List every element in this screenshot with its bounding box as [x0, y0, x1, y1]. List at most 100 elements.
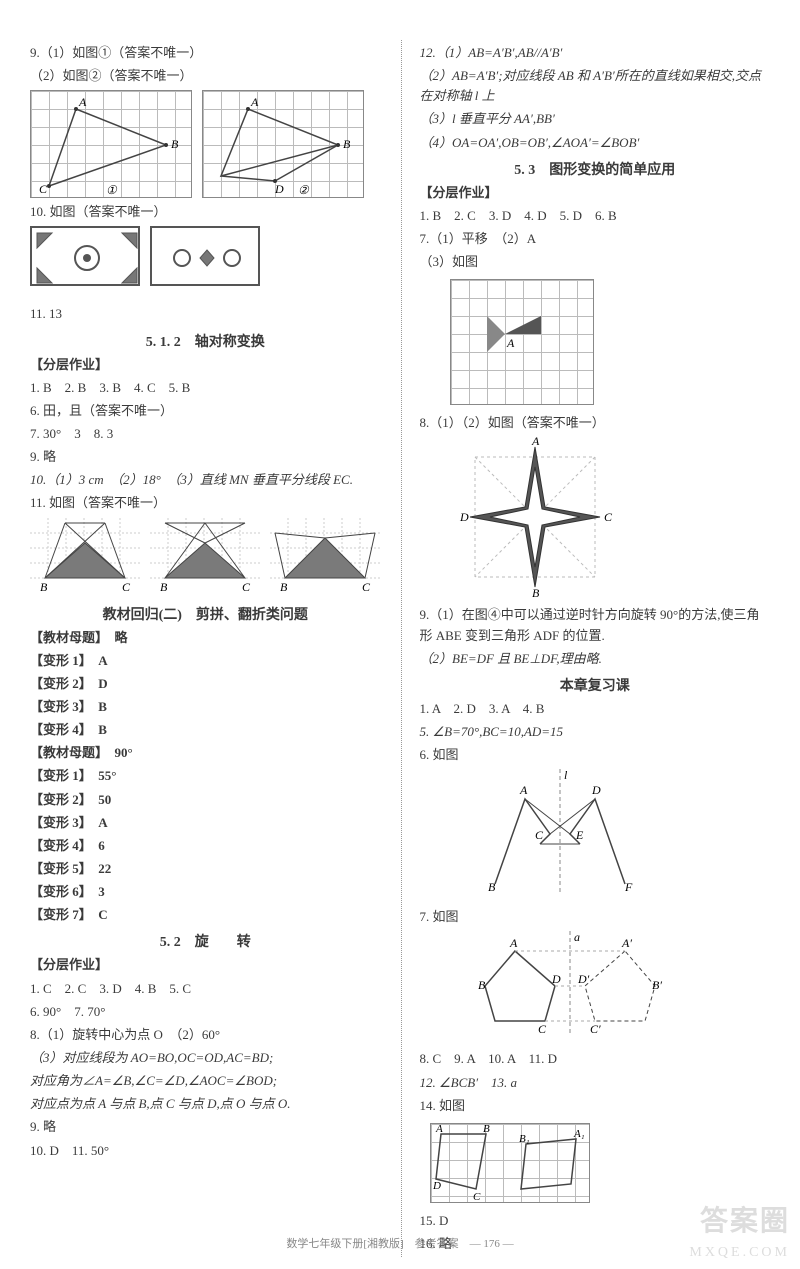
lbl-B: B: [171, 137, 179, 151]
triangle-2-svg: A B D ②: [203, 91, 365, 199]
svg-text:B: B: [160, 580, 168, 594]
q12-4: （4）OA=OA′,OB=OB′,∠AOA′=∠BOB′: [420, 133, 771, 153]
v8: 15. D: [420, 1211, 771, 1231]
v7: 14. 如图: [420, 1096, 771, 1116]
fencheng-2: 【分层作业】: [30, 955, 381, 975]
fig-s3: A: [420, 275, 771, 410]
bx4: 【变形 4】 B: [30, 720, 381, 740]
svg-text:B: B: [483, 1124, 490, 1135]
bx1: 【变形 1】 A: [30, 651, 381, 671]
fig-q9: A B C ① A B D ②: [30, 90, 381, 198]
fig-v4: a AA′ DD′ BB′ CC′: [470, 931, 771, 1045]
grid-fig-2: A B D ②: [202, 90, 364, 198]
right-column: 12.（1）AB=A′B′,AB//A′B′ （2）AB=A′B′;对应线段 A…: [401, 40, 771, 1257]
fig-star: A B D C: [450, 437, 771, 601]
r1: 1. C 2. C 3. D 4. B 5. C: [30, 979, 381, 999]
fig-triangles: BC BC BC: [30, 518, 381, 598]
svg-text:B′: B′: [652, 978, 662, 992]
v1: 1. A 2. D 3. A 4. B: [420, 699, 771, 719]
l2: 6. 田，且（答案不唯一）: [30, 401, 381, 421]
triangle-1-svg: A B C ①: [31, 91, 193, 199]
r7: 9. 略: [30, 1117, 381, 1137]
r8: 10. D 11. 50°: [30, 1141, 381, 1161]
svg-text:C: C: [362, 580, 371, 594]
tri-2: BC: [150, 518, 260, 598]
s5-2: （2）BE=DF 且 BE⊥DF,理由略.: [420, 649, 771, 669]
lbl-c1: ①: [106, 183, 118, 197]
s1: 1. B 2. C 3. D 4. D 5. D 6. B: [420, 206, 771, 226]
svg-text:a: a: [574, 931, 580, 944]
bx8: 【变形 4】 6: [30, 836, 381, 856]
page-footer: 数学七年级下册[湘教版] 参考答案 — 176 —: [0, 1235, 800, 1251]
svg-text:C: C: [604, 510, 613, 524]
bx2: 【变形 2】 D: [30, 674, 381, 694]
svg-text:D: D: [459, 510, 469, 524]
svg-text:C: C: [473, 1191, 481, 1203]
bx11: 【变形 7】 C: [30, 905, 381, 925]
svg-text:D: D: [432, 1180, 441, 1192]
r5: 对应角为∠A=∠B,∠C=∠D,∠AOC=∠BOD;: [30, 1071, 381, 1091]
svg-text:D: D: [591, 783, 601, 797]
svg-text:C: C: [242, 580, 251, 594]
bx3: 【变形 3】 B: [30, 697, 381, 717]
fig-v3: l AD CE BF: [470, 769, 771, 903]
svg-text:A: A: [531, 437, 540, 448]
svg-text:B: B: [40, 580, 48, 594]
sec-53: 5. 3 图形变换的简单应用: [420, 159, 771, 179]
rect-2: ②: [150, 226, 260, 286]
v3: 6. 如图: [420, 745, 771, 765]
v2: 5. ∠B=70°,BC=10,AD=15: [420, 722, 771, 742]
r2: 6. 90° 7. 70°: [30, 1002, 381, 1022]
lbl-C: C: [39, 182, 48, 196]
svg-text:②: ②: [298, 183, 310, 197]
s3: （3）如图: [420, 252, 771, 272]
bx9: 【变形 5】 22: [30, 859, 381, 879]
s5-1: 9.（1）在图④中可以通过逆时针方向旋转 90°的方法,使三角形 ABE 变到三…: [420, 605, 771, 645]
q9-1: 9.（1）如图①（答案不唯一）: [30, 43, 381, 63]
svg-text:B: B: [488, 880, 496, 894]
r4: （3）对应线段为 AO=BO,OC=OD,AC=BD;: [30, 1048, 381, 1068]
l5: 10.（1）3 cm （2）18° （3）直线 MN 垂直平分线段 EC.: [30, 470, 381, 490]
jm1: 【教材母题】 略: [30, 628, 381, 648]
svg-text:D: D: [274, 182, 284, 196]
v4: 7. 如图: [420, 907, 771, 927]
svg-text:D: D: [551, 972, 561, 986]
l4: 9. 略: [30, 447, 381, 467]
svg-text:B: B: [478, 978, 486, 992]
tri-3: BC: [270, 518, 380, 598]
sec-512: 5. 1. 2 轴对称变换: [30, 331, 381, 351]
bx5: 【变形 1】 55°: [30, 766, 381, 786]
svg-text:D′: D′: [577, 972, 590, 986]
svg-text:B: B: [343, 137, 351, 151]
bx10: 【变形 6】 3: [30, 882, 381, 902]
r3: 8.（1）旋转中心为点 O （2）60°: [30, 1025, 381, 1045]
q12-2: （2）AB=A′B′;对应线段 AB 和 A′B′所在的直线如果相交,交点在对称…: [420, 66, 771, 106]
svg-text:A: A: [435, 1124, 443, 1135]
svg-text:A: A: [250, 95, 259, 109]
svg-text:C: C: [122, 580, 131, 594]
svg-text:F: F: [624, 880, 633, 894]
svg-text:A₁: A₁: [573, 1128, 585, 1140]
q11: 11. 13: [30, 304, 381, 324]
svg-text:B₁: B₁: [519, 1133, 530, 1145]
huigui-title: 教材回归(二) 剪拼、翻折类问题: [30, 604, 381, 624]
svg-text:C′: C′: [590, 1022, 601, 1036]
svg-text:B: B: [532, 586, 540, 597]
q9-2: （2）如图②（答案不唯一）: [30, 66, 381, 86]
svg-text:B: B: [280, 580, 288, 594]
fig-v7: A B B₁ A₁ D C: [420, 1119, 771, 1208]
fig-q10: ① ②: [30, 226, 381, 286]
svg-text:E: E: [575, 828, 584, 842]
s4: 8.（1）（2）如图（答案不唯一）: [420, 413, 771, 433]
rect-1: ①: [30, 226, 140, 286]
bx7: 【变形 3】 A: [30, 813, 381, 833]
bx6: 【变形 2】 50: [30, 790, 381, 810]
q12-3: （3）l 垂直平分 AA′,BB′: [420, 109, 771, 129]
l3: 7. 30° 3 8. 3: [30, 424, 381, 444]
fencheng-r: 【分层作业】: [420, 183, 771, 203]
l1: 1. B 2. B 3. B 4. C 5. B: [30, 378, 381, 398]
review-title: 本章复习课: [420, 675, 771, 695]
svg-text:C: C: [535, 828, 544, 842]
lbl-A: A: [78, 95, 87, 109]
v5: 8. C 9. A 10. A 11. D: [420, 1049, 771, 1069]
